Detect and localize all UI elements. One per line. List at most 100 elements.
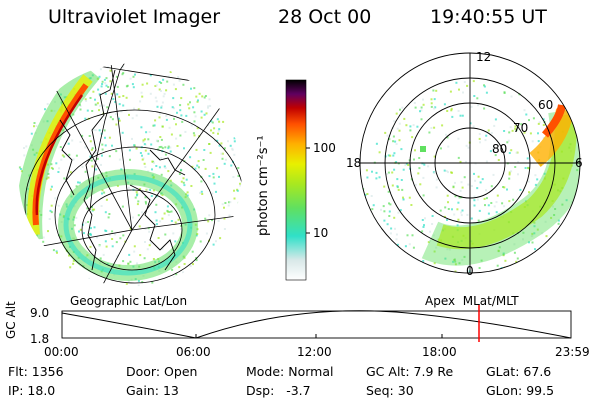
emission-pixel (478, 267, 481, 269)
emission-pixel (137, 279, 140, 282)
emission-pixel (151, 281, 154, 284)
emission-pixel (158, 166, 161, 169)
emission-pixel (233, 153, 236, 156)
emission-pixel (58, 167, 61, 170)
emission-pixel (366, 224, 369, 227)
emission-pixel (404, 245, 407, 248)
emission-pixel (101, 192, 103, 195)
emission-pixel (401, 106, 404, 109)
emission-pixel (446, 219, 448, 221)
emission-pixel (129, 158, 131, 161)
emission-pixel (419, 183, 422, 186)
emission-pixel (159, 220, 162, 223)
emission-pixel (200, 190, 203, 193)
emission-pixel (444, 206, 447, 209)
emission-pixel (433, 262, 436, 265)
emission-pixel (447, 201, 449, 204)
emission-pixel (147, 227, 150, 230)
emission-pixel (47, 230, 49, 233)
mlt-label-top: 12 (476, 50, 492, 64)
emission-pixel (91, 147, 94, 150)
emission-pixel (116, 254, 119, 257)
emission-pixel (141, 158, 144, 161)
emission-pixel (504, 259, 507, 262)
emission-pixel (20, 170, 23, 173)
emission-pixel (131, 117, 134, 120)
emission-pixel (509, 126, 512, 129)
emission-pixel (182, 177, 185, 180)
emission-pixel (35, 125, 38, 127)
emission-pixel (220, 152, 223, 155)
time-label: 19:40:55 UT (430, 6, 547, 28)
gain-value: 13 (162, 383, 179, 398)
emission-pixel (233, 189, 235, 192)
emission-pixel (155, 219, 158, 222)
emission-pixel (143, 138, 146, 141)
emission-pixel (393, 120, 396, 123)
emission-pixel (421, 230, 424, 233)
emission-pixel (477, 104, 479, 107)
emission-pixel (144, 196, 147, 199)
emission-pixel (396, 185, 399, 188)
emission-pixel (69, 171, 72, 174)
emission-pixel (401, 188, 404, 191)
emission-pixel (177, 76, 180, 78)
colorbar-tick-100: 100 (313, 141, 336, 155)
emission-pixel (552, 205, 554, 208)
emission-pixel (406, 234, 409, 237)
emission-pixel (79, 141, 82, 143)
emission-pixel (85, 99, 88, 102)
emission-pixel (224, 158, 227, 161)
emission-pixel (508, 131, 511, 134)
emission-pixel (443, 103, 446, 106)
emission-pixel (42, 240, 45, 243)
emission-pixel (116, 184, 119, 187)
emission-pixel (182, 181, 185, 184)
altitude-plot (61, 305, 572, 342)
emission-pixel (145, 202, 147, 205)
emission-pixel (94, 98, 96, 101)
emission-pixel (193, 134, 196, 137)
emission-pixel (116, 93, 119, 96)
emission-pixel (84, 221, 87, 224)
emission-pixel (208, 143, 211, 145)
emission-pixel (503, 91, 506, 94)
emission-pixel (143, 143, 146, 146)
emission-pixel (524, 167, 527, 169)
emission-pixel (487, 212, 490, 215)
emission-pixel (200, 180, 203, 183)
emission-pixel (457, 156, 460, 159)
emission-pixel (514, 125, 517, 128)
emission-pixel (519, 188, 522, 191)
emission-pixel (167, 145, 170, 148)
emission-pixel (181, 120, 184, 123)
altitude-ylabel: GC Alt (4, 301, 18, 339)
emission-pixel (427, 165, 430, 168)
emission-pixel (75, 216, 78, 219)
emission-pixel (534, 174, 537, 177)
emission-pixel (155, 139, 158, 142)
emission-pixel (507, 282, 509, 284)
emission-pixel (506, 188, 508, 191)
emission-pixel (144, 200, 147, 203)
emission-pixel (167, 75, 170, 78)
date-label: 28 Oct 00 (278, 6, 372, 28)
emission-pixel (118, 103, 121, 106)
emission-pixel (508, 171, 511, 174)
emission-pixel (105, 84, 108, 87)
emission-pixel (180, 114, 183, 117)
emission-pixel (408, 243, 411, 246)
emission-pixel (155, 223, 158, 226)
emission-pixel (433, 155, 436, 158)
gain-info: Gain: 13 (126, 383, 179, 398)
emission-pixel (380, 208, 382, 211)
emission-pixel (111, 238, 114, 240)
emission-pixel (478, 137, 481, 140)
emission-pixel (365, 169, 368, 172)
emission-pixel (395, 238, 398, 241)
emission-pixel (30, 132, 33, 135)
emission-pixel (170, 220, 173, 222)
emission-pixel (484, 139, 487, 142)
emission-pixel (451, 208, 453, 211)
emission-pixel (101, 80, 104, 83)
